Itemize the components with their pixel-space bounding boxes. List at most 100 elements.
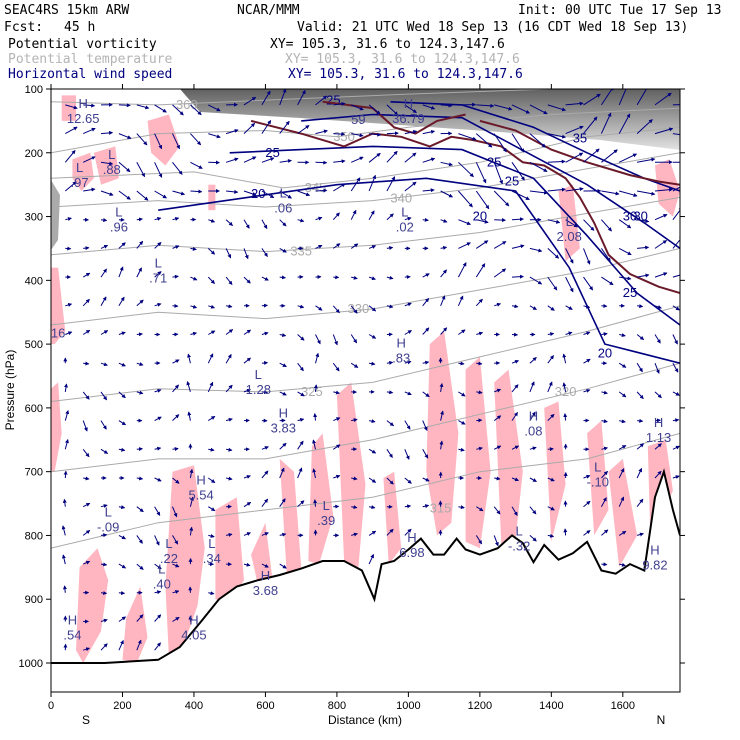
wind-vector bbox=[386, 131, 399, 136]
wind-vector bbox=[529, 506, 537, 515]
wind-vector bbox=[172, 535, 179, 545]
wind-vector bbox=[313, 413, 318, 421]
wind-vector bbox=[369, 132, 382, 137]
wind-vector bbox=[279, 563, 287, 569]
wind-vector bbox=[458, 190, 473, 208]
x-tick-label: 1400 bbox=[539, 700, 563, 712]
y-tick-label: 600 bbox=[25, 403, 43, 415]
wind-vector bbox=[672, 236, 680, 249]
wind-vector bbox=[172, 477, 180, 484]
wind-vector bbox=[404, 420, 411, 430]
wind-vector bbox=[207, 381, 214, 393]
wind-vector bbox=[619, 333, 626, 338]
wind-vector bbox=[422, 129, 436, 135]
wind-vector bbox=[208, 304, 216, 309]
wind-vector bbox=[440, 218, 448, 223]
wind-vector bbox=[172, 161, 183, 175]
wind-vector bbox=[547, 305, 555, 311]
field-pv-name: Potential vorticity bbox=[8, 37, 157, 52]
field-theta-xy: XY= 105.3, 31.6 to 124.3,147.6 bbox=[285, 52, 520, 67]
hl-value: 1.13 bbox=[646, 430, 671, 445]
wind-vector bbox=[351, 505, 358, 510]
field-wind-name: Horizontal wind speed bbox=[8, 67, 172, 82]
wind-vector bbox=[565, 219, 578, 228]
wind-vector bbox=[350, 209, 357, 220]
wind-vector bbox=[529, 104, 548, 115]
hl-value: .06 bbox=[274, 200, 292, 215]
wind-vector bbox=[279, 333, 287, 337]
wind-vector bbox=[154, 242, 162, 249]
wind-vector bbox=[547, 477, 555, 482]
wind-vector bbox=[439, 382, 444, 392]
y-tick-label: 300 bbox=[25, 212, 43, 224]
wind-vector bbox=[279, 532, 287, 537]
wind-vector bbox=[529, 477, 537, 482]
wind-vector bbox=[351, 532, 358, 537]
wind-label: 20 bbox=[473, 209, 487, 224]
wind-vector bbox=[637, 273, 650, 278]
wind-vector bbox=[583, 331, 591, 336]
wind-vector bbox=[547, 447, 554, 452]
wind-vector bbox=[511, 217, 524, 222]
wind-vector bbox=[458, 505, 465, 510]
wind-vector bbox=[261, 331, 269, 336]
wind-vector bbox=[529, 446, 537, 451]
wind-label: 20 bbox=[598, 346, 612, 361]
wind-vector bbox=[62, 498, 67, 507]
wind-vector bbox=[672, 133, 680, 136]
wind-vector bbox=[601, 219, 612, 232]
wind-vector bbox=[636, 119, 653, 134]
wind-vector bbox=[208, 133, 221, 139]
wind-vector bbox=[511, 445, 520, 450]
wind-vector bbox=[476, 361, 483, 366]
wind-vector bbox=[333, 159, 346, 164]
theta-contour-320 bbox=[51, 362, 680, 473]
wind-vector bbox=[440, 410, 444, 421]
wind-vector bbox=[208, 330, 216, 335]
wind-vector bbox=[368, 152, 381, 163]
wind-vector bbox=[386, 360, 394, 365]
wind-vector bbox=[208, 218, 216, 223]
wind-vector bbox=[404, 302, 412, 307]
wind-vector bbox=[190, 104, 202, 116]
pv-patch bbox=[608, 458, 638, 568]
wind-vector bbox=[529, 357, 537, 364]
wind-vector bbox=[583, 148, 600, 163]
wind-vector bbox=[261, 190, 275, 199]
wind-vector bbox=[100, 296, 107, 307]
wind-vector bbox=[386, 449, 393, 459]
wind-vector bbox=[225, 276, 233, 286]
wind-vector bbox=[351, 104, 364, 111]
hl-value: 3.68 bbox=[253, 583, 278, 598]
wind-vector bbox=[601, 419, 608, 424]
wind-vector bbox=[563, 413, 568, 421]
wind-vector bbox=[118, 447, 126, 452]
wind-vector bbox=[368, 174, 377, 192]
hl-value: 4.05 bbox=[181, 628, 206, 643]
hl-value: .83 bbox=[392, 350, 410, 365]
theta-label: 350 bbox=[333, 129, 355, 144]
wind-vector bbox=[618, 468, 625, 479]
x-tick-label: 1200 bbox=[468, 700, 492, 712]
wind-vector bbox=[494, 218, 506, 223]
wind-vector bbox=[422, 420, 428, 432]
hl-letter: L bbox=[115, 205, 122, 220]
wind-vector bbox=[637, 157, 656, 163]
theta-contour-325 bbox=[51, 305, 680, 402]
wind-vector bbox=[243, 276, 251, 284]
wind-vector bbox=[672, 418, 680, 423]
wind-vector bbox=[154, 104, 167, 113]
hl-value: -.10 bbox=[587, 475, 609, 490]
wind-vector bbox=[333, 101, 346, 106]
wind-vector bbox=[261, 390, 269, 395]
wind-vector bbox=[422, 391, 430, 398]
wind-vector bbox=[243, 388, 251, 393]
hl-value: .88 bbox=[103, 162, 121, 177]
wind-vector bbox=[243, 96, 257, 106]
wind-vector bbox=[386, 528, 394, 536]
wind-vector bbox=[422, 449, 429, 459]
wind-vector bbox=[207, 248, 216, 255]
wind-vector bbox=[654, 334, 661, 344]
wind-vector bbox=[190, 304, 198, 309]
wind-vector bbox=[386, 304, 394, 309]
